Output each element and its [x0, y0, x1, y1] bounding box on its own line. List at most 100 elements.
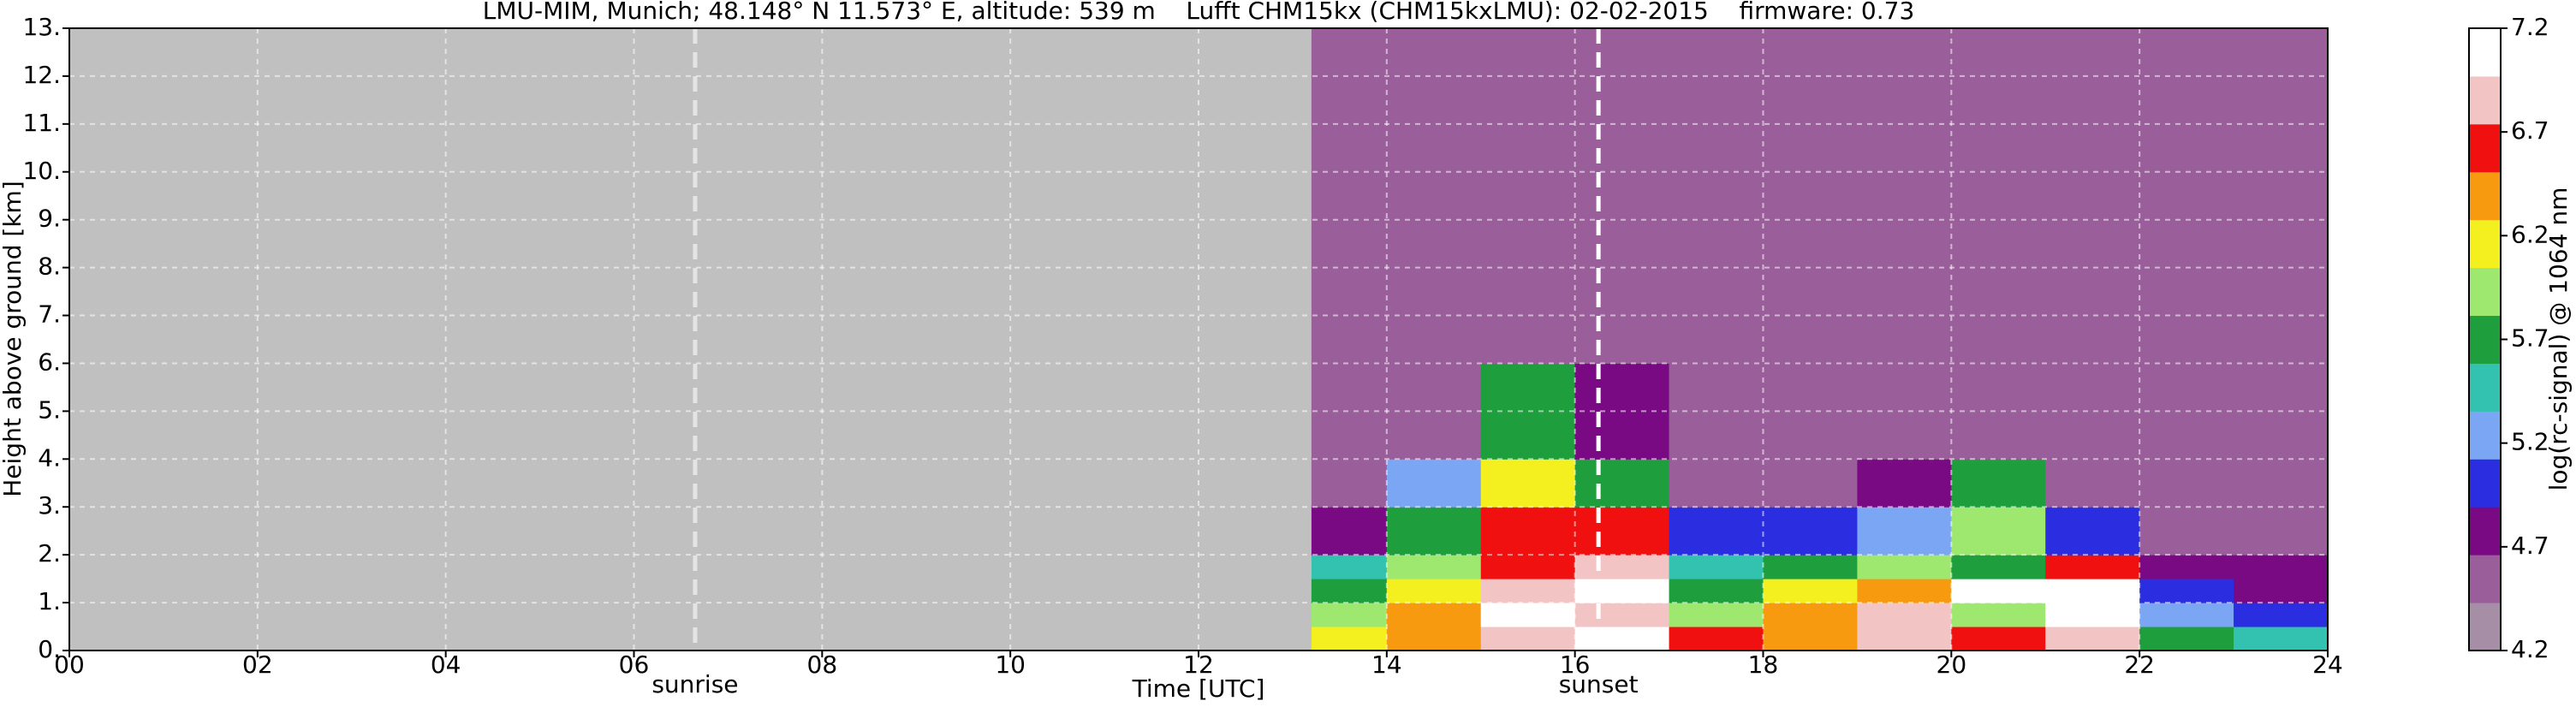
heatmap-cell — [2139, 603, 2234, 627]
heatmap-cell — [1763, 579, 1858, 603]
heatmap-cell — [1763, 555, 1858, 579]
x-tick-label: 06 — [619, 651, 650, 679]
colorbar-band — [2469, 315, 2501, 364]
heatmap-cell — [1669, 459, 1764, 508]
heatmap-cell — [1763, 459, 1858, 508]
x-tick-label: 04 — [431, 651, 461, 679]
heatmap-cell — [1857, 28, 1952, 364]
heatmap-cell — [2045, 627, 2140, 651]
colorbar-band — [2469, 219, 2501, 269]
x-tick-label: 12 — [1183, 651, 1214, 679]
y-axis-label: Height above ground [km] — [0, 181, 27, 497]
colorbar-band — [2469, 28, 2501, 77]
x-tick-label: 08 — [807, 651, 838, 679]
heatmap-cell — [1857, 507, 1952, 556]
y-tick-label: 13. — [22, 13, 61, 41]
heatmap-cell — [2234, 603, 2329, 627]
colorbar-tick-label: 4.7 — [2511, 532, 2549, 560]
heatmap-cell — [1857, 579, 1952, 603]
heatmap-cell — [1574, 507, 1670, 556]
colorbar-band — [2469, 555, 2501, 603]
heatmap-cell — [2234, 459, 2329, 508]
heatmap-cell — [1311, 507, 1388, 556]
heatmap-cell — [1669, 507, 1764, 556]
heatmap-cell — [1857, 627, 1952, 651]
x-tick-label: 16 — [1560, 651, 1591, 679]
heatmap-cell — [1669, 603, 1764, 627]
heatmap-cell — [1951, 627, 2046, 651]
annotation-label: sunrise — [651, 670, 738, 698]
colorbar-tick-label: 6.7 — [2511, 116, 2549, 145]
colorbar-label: log(rc-signal) @ 1064 nm — [2544, 187, 2573, 491]
heatmap-cell — [1311, 627, 1388, 651]
x-axis-label: Time [UTC] — [1132, 674, 1265, 703]
heatmap-cell — [1480, 579, 1576, 603]
heatmap-cell — [1311, 28, 1388, 364]
y-tick-label: 12. — [22, 61, 61, 89]
heatmap-cell — [1480, 627, 1576, 651]
y-tick-label: 2. — [38, 539, 61, 567]
x-tick-label: 10 — [995, 651, 1026, 679]
heatmap-cell — [1480, 507, 1576, 556]
heatmap-cell — [2234, 627, 2329, 651]
heatmap-cell — [1951, 28, 2046, 364]
x-tick-label: 20 — [1936, 651, 1967, 679]
heatmap-cell — [1574, 579, 1670, 603]
colorbar-band — [2469, 459, 2501, 508]
y-tick-label: 11. — [22, 109, 61, 137]
heatmap-cell — [2139, 555, 2234, 579]
heatmap-cell — [1480, 603, 1576, 627]
heatmap-cell — [1951, 459, 2046, 508]
colorbar-band — [2469, 603, 2501, 651]
y-tick-label: 1. — [38, 587, 61, 615]
heatmap-cell — [2139, 459, 2234, 508]
x-tick-label: 22 — [2124, 651, 2155, 679]
colorbar-tick-label: 5.7 — [2511, 324, 2549, 353]
heatmap-cell — [1386, 579, 1482, 603]
colorbar-band — [2469, 411, 2501, 460]
heatmap-cell — [2139, 507, 2234, 556]
x-tick-label: 14 — [1371, 651, 1402, 679]
heatmap-cell — [1386, 603, 1482, 627]
heatmap-cell — [2139, 627, 2234, 651]
colorbar-band — [2469, 267, 2501, 317]
heatmap-cell — [2234, 579, 2329, 603]
heatmap-cell — [1951, 603, 2046, 627]
y-tick-label: 6. — [38, 348, 61, 376]
colorbar-tick-label: 6.2 — [2511, 220, 2549, 248]
y-tick-label: 8. — [38, 253, 61, 281]
heatmap-cell — [1951, 579, 2046, 603]
colorbar-band — [2469, 75, 2501, 125]
heatmap-cell — [2045, 603, 2140, 627]
heatmap-cell — [1857, 555, 1952, 579]
colorbar-band — [2469, 363, 2501, 412]
heatmap-cell — [2234, 507, 2329, 556]
heatmap-cell — [1857, 459, 1952, 508]
heatmap-cell — [1763, 627, 1858, 651]
heatmap-cell — [1386, 28, 1482, 364]
heatmap-cell — [1857, 603, 1952, 627]
heatmap-cell — [1951, 363, 2046, 460]
y-tick-label: 5. — [38, 395, 61, 424]
heatmap-cell — [1857, 363, 1952, 460]
heatmap-cell — [1386, 555, 1482, 579]
y-tick-label: 7. — [38, 300, 61, 329]
chart-title: LMU-MIM, Munich; 48.148° N 11.573° E, al… — [483, 0, 1915, 25]
heatmap-cell — [1480, 459, 1576, 508]
heatmap-cell — [1763, 507, 1858, 556]
y-tick-label: 9. — [38, 205, 61, 233]
colorbar-tick-label: 7.2 — [2511, 13, 2549, 41]
heatmap-cell — [1386, 507, 1482, 556]
heatmap-cell — [2139, 579, 2234, 603]
annotation-label: sunset — [1559, 670, 1639, 698]
heatmap-cell — [1574, 28, 1670, 364]
y-tick-label: 0. — [38, 635, 61, 663]
heatmap-cell — [1480, 28, 1576, 364]
colorbar-band — [2469, 123, 2501, 173]
heatmap-cell — [1574, 603, 1670, 627]
heatmap-cell — [1311, 555, 1388, 579]
y-tick-label: 3. — [38, 491, 61, 520]
heatmap-cell — [1311, 579, 1388, 603]
heatmap-cell — [1669, 579, 1764, 603]
